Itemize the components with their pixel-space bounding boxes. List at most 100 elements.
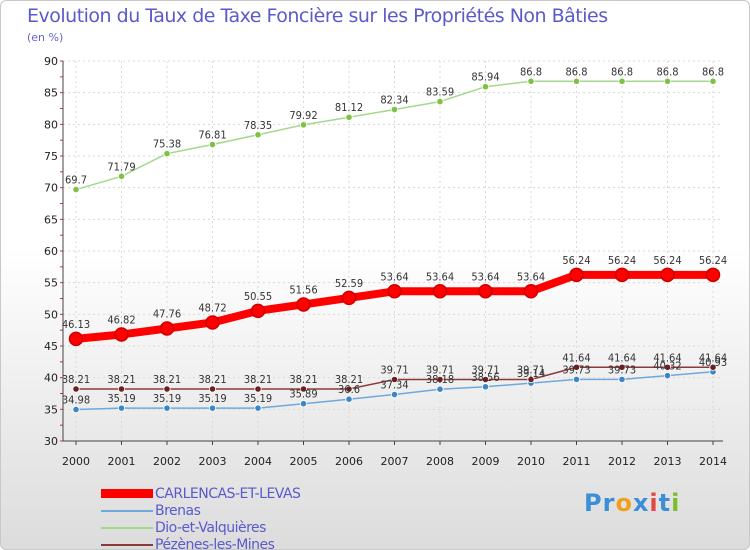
data-label: 69.7: [65, 174, 87, 187]
data-point: [436, 375, 444, 384]
data-point: [114, 327, 129, 342]
y-tick-label: 90: [44, 55, 58, 68]
chart-title: Evolution du Taux de Taxe Foncière sur l…: [27, 5, 608, 27]
data-point: [481, 83, 490, 91]
data-label: 40.32: [653, 360, 681, 373]
data-label: 56.24: [608, 254, 636, 267]
data-point: [296, 297, 311, 312]
data-point: [208, 140, 217, 149]
data-label: 53.64: [380, 270, 408, 283]
data-point: [68, 331, 84, 347]
y-tick-label: 45: [44, 340, 58, 353]
x-tick-label: 2003: [199, 455, 227, 468]
proxiti-logo: Proxiti: [584, 489, 680, 517]
logo-letter: i: [671, 489, 681, 517]
data-label: 53.64: [471, 270, 499, 283]
logo-letter: P: [584, 489, 603, 517]
data-label: 86.8: [611, 65, 633, 78]
data-point: [387, 284, 402, 299]
data-point: [527, 77, 535, 85]
data-label: 78.35: [244, 119, 272, 132]
data-point: [618, 363, 626, 371]
data-label: 38.21: [62, 373, 90, 386]
data-label: 50.55: [244, 290, 272, 303]
data-label: 34.98: [62, 393, 90, 406]
data-point: [159, 321, 175, 336]
data-point: [432, 284, 448, 299]
data-label: 39.73: [562, 363, 590, 376]
data-point: [569, 267, 584, 283]
y-tick-label: 35: [44, 403, 58, 416]
data-point: [345, 395, 353, 403]
logo-letter: i: [649, 489, 659, 517]
logo-letter: t: [658, 489, 672, 517]
data-label: 38.21: [153, 373, 181, 386]
data-point: [117, 385, 126, 393]
data-label: 83.59: [426, 86, 454, 99]
logo-letter: r: [602, 489, 616, 517]
data-label: 71.79: [107, 160, 135, 173]
y-tick-label: 60: [44, 245, 58, 258]
data-point: [163, 404, 171, 412]
data-label: 86.8: [656, 65, 678, 78]
data-point: [614, 267, 630, 283]
data-point: [299, 400, 308, 408]
data-label: 48.72: [198, 301, 226, 314]
data-label: 53.64: [426, 270, 454, 283]
data-point: [345, 113, 353, 121]
data-label: 51.56: [289, 283, 317, 296]
data-label: 56.24: [699, 254, 727, 267]
data-label: 53.64: [517, 270, 545, 283]
y-tick-label: 65: [44, 213, 58, 226]
data-label: 47.76: [153, 308, 181, 321]
x-tick-label: 2005: [290, 455, 318, 468]
legend-swatch: [101, 526, 153, 529]
data-point: [163, 385, 171, 393]
data-point: [481, 375, 490, 384]
data-label: 39.71: [426, 364, 454, 377]
data-label: 39.71: [380, 364, 408, 377]
y-tick-label: 40: [44, 372, 58, 385]
data-label: 38.21: [107, 373, 135, 386]
legend-item: Dio-et-Valquières: [101, 519, 300, 536]
data-point: [72, 385, 80, 393]
data-point: [254, 131, 262, 139]
legend-swatch: [101, 489, 153, 498]
data-label: 37.34: [380, 379, 408, 392]
data-point: [572, 363, 581, 371]
data-point: [709, 77, 717, 85]
data-label: 75.38: [153, 138, 181, 151]
data-label: 81.12: [335, 101, 363, 114]
x-tick-label: 2010: [517, 455, 545, 468]
data-label: 39.71: [517, 364, 545, 377]
data-point: [663, 77, 672, 85]
data-point: [254, 385, 262, 393]
data-point: [709, 363, 717, 371]
data-label: 41.64: [653, 351, 681, 364]
y-tick-label: 75: [44, 150, 58, 163]
data-label: 39.14: [517, 367, 545, 380]
y-tick-label: 85: [44, 87, 58, 100]
data-point: [163, 149, 171, 158]
logo-letter: x: [632, 489, 650, 517]
data-point: [299, 121, 308, 129]
data-point: [478, 284, 493, 299]
data-label: 86.8: [565, 65, 587, 78]
logo-letter: o: [615, 489, 633, 517]
data-point: [345, 385, 353, 393]
legend-swatch: [101, 543, 153, 546]
data-point: [618, 375, 626, 383]
data-point: [390, 375, 399, 384]
data-label: 35.19: [153, 392, 181, 405]
data-label: 35.19: [107, 392, 135, 405]
data-label: 41.64: [608, 351, 636, 364]
data-point: [250, 303, 266, 319]
x-tick-label: 2009: [472, 455, 500, 468]
data-point: [527, 375, 535, 384]
data-label: 41.64: [699, 351, 727, 364]
data-label: 39.73: [608, 363, 636, 376]
data-point: [254, 404, 262, 412]
data-point: [117, 404, 126, 412]
data-point: [436, 97, 444, 106]
